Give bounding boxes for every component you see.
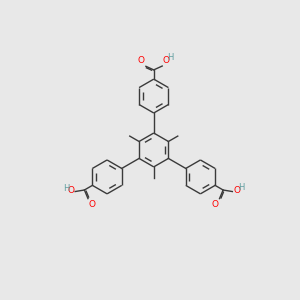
Text: O: O (137, 56, 145, 65)
Text: O: O (68, 186, 74, 195)
Text: H: H (168, 53, 174, 62)
Text: H: H (63, 184, 70, 193)
Text: H: H (238, 183, 244, 192)
Text: O: O (233, 186, 240, 195)
Text: O: O (162, 56, 169, 65)
Text: O: O (88, 200, 95, 209)
Text: O: O (212, 200, 218, 209)
